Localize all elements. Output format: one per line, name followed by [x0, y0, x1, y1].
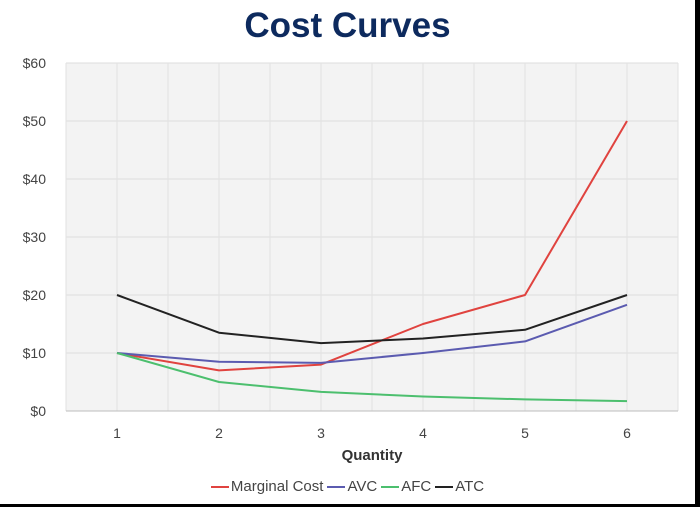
legend-item-afc: AFC — [381, 478, 431, 495]
chart-title: Cost Curves — [244, 6, 451, 45]
y-tick-label: $0 — [30, 403, 46, 419]
grid — [65, 62, 679, 412]
legend-item-avc: AVC — [327, 478, 377, 495]
y-tick-label: $40 — [23, 171, 47, 187]
y-tick-label: $10 — [23, 345, 47, 361]
legend-swatch — [435, 486, 454, 489]
series-lines — [116, 120, 628, 403]
x-axis: 1 2 3 4 5 6 — [113, 425, 631, 441]
legend-swatch — [327, 486, 346, 489]
x-tick-label: 5 — [521, 425, 529, 441]
x-tick-label: 4 — [419, 425, 427, 441]
screen-edge — [695, 0, 700, 507]
legend: Marginal Cost AVC AFC ATC — [0, 478, 695, 495]
legend-label: AVC — [347, 478, 378, 495]
x-tick-label: 2 — [215, 425, 223, 441]
series-line-avc — [116, 303, 628, 364]
y-tick-label: $30 — [23, 229, 47, 245]
x-tick-label: 3 — [317, 425, 325, 441]
series-line-afc — [116, 352, 628, 403]
legend-label: ATC — [455, 478, 485, 495]
y-tick-label: $60 — [23, 55, 47, 71]
legend-swatch — [381, 486, 400, 489]
legend-swatch — [210, 486, 229, 489]
x-tick-label: 6 — [623, 425, 631, 441]
y-tick-label: $20 — [23, 287, 47, 303]
legend-label: Marginal Cost — [230, 478, 324, 495]
legend-item-atc: ATC — [435, 478, 484, 495]
x-axis-label: Quantity — [342, 447, 403, 464]
legend-item-marginal-cost: Marginal Cost — [210, 478, 324, 495]
series-line-atc — [116, 294, 628, 345]
x-tick-label: 1 — [113, 425, 121, 441]
series-line-marginal-cost — [116, 120, 628, 372]
legend-label: AFC — [401, 478, 432, 495]
y-axis: $0 $10 $20 $30 $40 $50 $60 — [23, 55, 47, 419]
y-tick-label: $50 — [23, 113, 47, 129]
